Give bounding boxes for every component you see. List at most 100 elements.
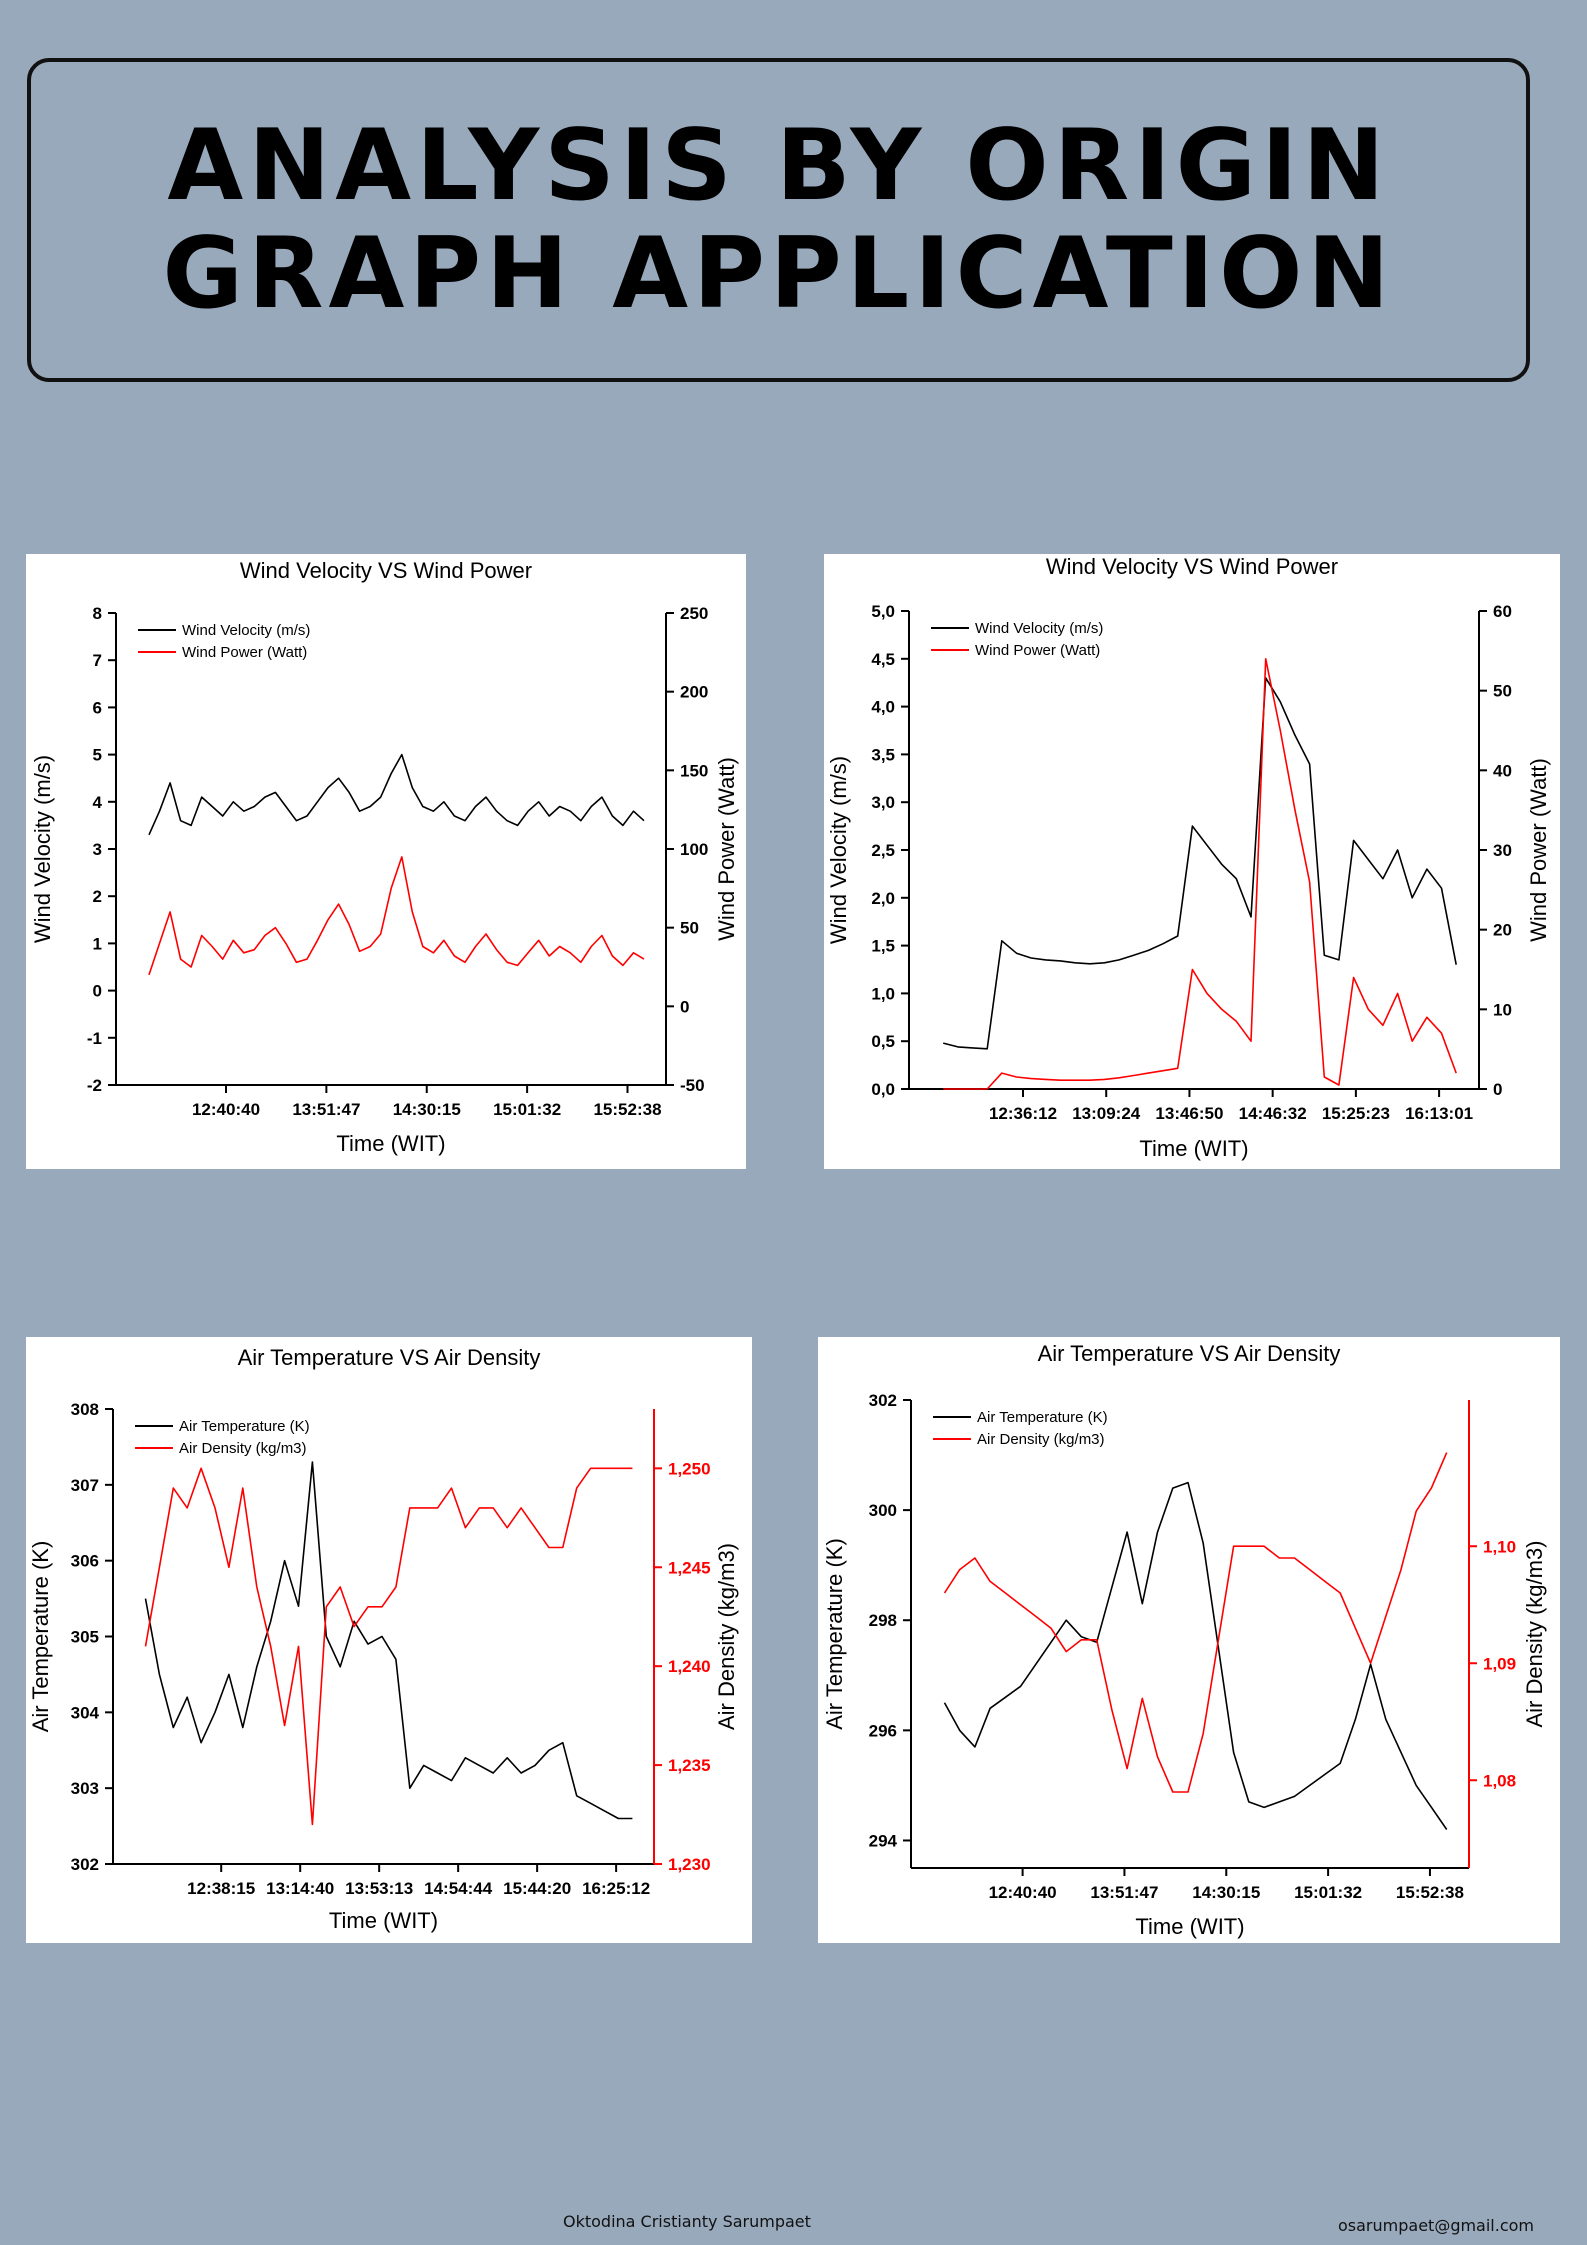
x-tick-label: 13:14:40 (266, 1879, 334, 1898)
y-tick-label: 4,5 (871, 650, 895, 669)
legend-label: Air Temperature (K) (977, 1409, 1108, 1426)
chart-title: Wind Velocity VS Wind Power (1046, 554, 1338, 579)
y-tick-label: 303 (71, 1779, 99, 1798)
x-tick-label: 12:38:15 (187, 1879, 255, 1898)
y2-tick-label: 1,230 (668, 1855, 711, 1874)
y-axis-label: Wind Velocity (m/s) (826, 756, 851, 944)
x-tick-label: 15:52:38 (1396, 1883, 1464, 1902)
y-tick-label: 3 (93, 840, 102, 859)
y2-tick-label: 30 (1493, 841, 1512, 860)
title-box: ANALYSIS BY ORIGIN GRAPH APPLICATION (27, 58, 1530, 382)
y-tick-label: 0,0 (871, 1080, 895, 1099)
y-tick-label: 2,5 (871, 841, 895, 860)
y2-tick-label: 1,235 (668, 1756, 711, 1775)
y-tick-label: 1,5 (871, 937, 895, 956)
x-axis-label: Time (WIT) (1135, 1914, 1244, 1939)
x-tick-label: 15:25:23 (1322, 1104, 1390, 1123)
footer-email: osarumpaet@gmail.com (1338, 2216, 1535, 2235)
y-tick-label: 6 (93, 698, 102, 717)
y2-axis-label: Air Density (kg/m3) (1522, 1540, 1547, 1727)
series-line-1 (144, 1461, 633, 1820)
x-tick-label: 13:51:47 (292, 1100, 360, 1119)
y2-tick-label: 60 (1493, 602, 1512, 621)
x-tick-label: 15:01:32 (1294, 1883, 1362, 1902)
y-tick-label: 294 (869, 1831, 898, 1850)
y-tick-label: 7 (93, 651, 102, 670)
series-line-2 (144, 1467, 633, 1826)
legend-label: Wind Power (Watt) (975, 642, 1100, 659)
x-tick-label: 13:09:24 (1072, 1104, 1141, 1123)
chart-panel-4: Air Temperature VS Air Density 294 296 298 3… (818, 1337, 1560, 1943)
y-tick-label: 305 (71, 1628, 99, 1647)
y2-tick-label: -50 (680, 1076, 705, 1095)
y-axis-label: Wind Velocity (m/s) (30, 755, 55, 943)
y-tick-label: 306 (71, 1552, 99, 1571)
y-axis-label: Air Temperature (K) (822, 1538, 847, 1730)
chart-panel-1: Wind Velocity VS Wind Power -2 -1 0 1 2 3 4 5 6 7 8… (26, 554, 746, 1169)
x-tick-label: 14:30:15 (393, 1100, 461, 1119)
y2-axis-label: Wind Power (Watt) (714, 757, 739, 941)
x-tick-label: 14:46:32 (1239, 1104, 1307, 1123)
chart-panel-2: Wind Velocity VS Wind Power 0,0 0,5 1,0 1,5 2… (824, 554, 1560, 1169)
y2-tick-label: 0 (680, 997, 689, 1016)
y2-tick-label: 10 (1493, 1000, 1512, 1019)
legend-label: Air Temperature (K) (179, 1418, 310, 1435)
x-tick-label: 15:44:20 (503, 1879, 571, 1898)
x-tick-label: 12:40:40 (989, 1883, 1057, 1902)
y2-tick-label: 20 (1493, 921, 1512, 940)
x-axis-label: Time (WIT) (1139, 1136, 1248, 1161)
x-tick-label: 14:54:44 (424, 1879, 493, 1898)
y-tick-label: 5,0 (871, 602, 895, 621)
y2-tick-label: 200 (680, 683, 708, 702)
y-tick-label: -2 (87, 1076, 102, 1095)
x-tick-label: 16:13:01 (1405, 1104, 1473, 1123)
footer-author: Oktodina Cristianty Sarumpaet (563, 2212, 811, 2231)
y-tick-label: 5 (93, 746, 102, 765)
y-tick-label: 300 (869, 1501, 897, 1520)
x-tick-label: 13:51:47 (1090, 1883, 1158, 1902)
y2-tick-label: 250 (680, 604, 708, 623)
chart-wind-velocity-power-2: Wind Velocity VS Wind Power 0,0 0,5 1,0 1,5 2… (826, 554, 1551, 1161)
legend-label: Wind Velocity (m/s) (975, 620, 1103, 637)
y2-tick-label: 150 (680, 761, 708, 780)
y-tick-label: 4,0 (871, 698, 895, 717)
y-tick-label: 1,0 (871, 984, 895, 1003)
y-tick-label: 1 (93, 934, 102, 953)
y2-tick-label: 1,10 (1483, 1537, 1516, 1556)
y2-tick-label: 1,09 (1483, 1654, 1516, 1673)
y-tick-label: 296 (869, 1721, 897, 1740)
y-tick-label: 307 (71, 1476, 99, 1495)
page-title-line-1: ANALYSIS BY ORIGIN (167, 109, 1390, 223)
y-axis-label: Air Temperature (K) (28, 1541, 53, 1733)
y-tick-label: 8 (93, 604, 102, 623)
legend-label: Air Density (kg/m3) (179, 1440, 307, 1457)
y2-tick-label: 0 (1493, 1080, 1502, 1099)
y-tick-label: 304 (71, 1703, 100, 1722)
page-title-line-2: GRAPH APPLICATION (162, 217, 1395, 331)
y2-tick-label: 1,250 (668, 1459, 711, 1478)
x-tick-label: 12:36:12 (989, 1104, 1057, 1123)
y-tick-label: 308 (71, 1400, 99, 1419)
y2-axis-label: Air Density (kg/m3) (714, 1543, 739, 1730)
chart-air-temperature-density-2: Air Temperature VS Air Density 294 296 298 3… (822, 1341, 1547, 1939)
y2-tick-label: 1,240 (668, 1657, 711, 1676)
x-axis-label: Time (WIT) (336, 1131, 445, 1156)
legend-label: Air Density (kg/m3) (977, 1431, 1105, 1448)
y-tick-label: 3,5 (871, 745, 895, 764)
chart-air-temperature-density-1: Air Temperature VS Air Density 302 303 304 3… (28, 1345, 739, 1933)
y2-tick-label: 40 (1493, 761, 1512, 780)
x-tick-label: 13:46:50 (1155, 1104, 1223, 1123)
legend-label: Wind Velocity (m/s) (182, 622, 310, 639)
chart-title: Air Temperature VS Air Density (1038, 1341, 1341, 1366)
series-line-1 (148, 753, 645, 836)
x-tick-label: 15:52:38 (593, 1100, 661, 1119)
y-tick-label: 0 (93, 982, 102, 1001)
x-tick-label: 12:40:40 (192, 1100, 260, 1119)
y-tick-label: -1 (87, 1029, 102, 1048)
y-tick-label: 298 (869, 1611, 897, 1630)
x-tick-label: 15:01:32 (493, 1100, 561, 1119)
chart-wind-velocity-power-1: Wind Velocity VS Wind Power -2 -1 0 1 2 3 4 5 6 7 8… (30, 558, 739, 1156)
series-line-2 (148, 856, 645, 976)
y2-axis-label: Wind Power (Watt) (1526, 758, 1551, 942)
y2-tick-label: 50 (1493, 682, 1512, 701)
